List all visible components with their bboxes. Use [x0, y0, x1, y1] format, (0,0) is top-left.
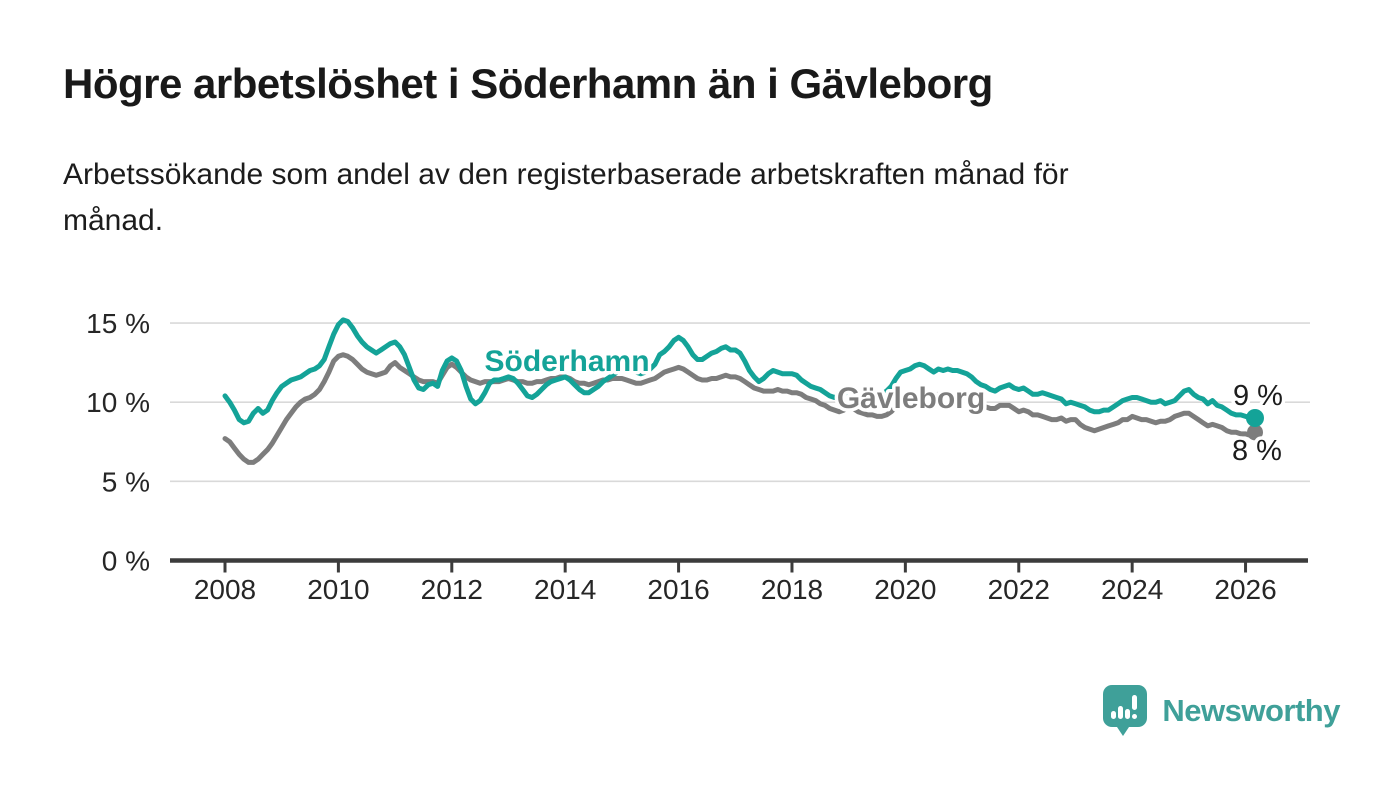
- y-axis-tick-label: 10 %: [86, 387, 150, 418]
- x-axis-tick-label: 2008: [194, 574, 256, 605]
- y-axis-tick-label: 0 %: [102, 546, 150, 577]
- x-axis-tick-label: 2022: [988, 574, 1050, 605]
- x-axis-tick-label: 2026: [1214, 574, 1276, 605]
- series-label-soderhamn: Söderhamn: [484, 345, 649, 378]
- x-axis-tick-label: 2024: [1101, 574, 1163, 605]
- x-axis-tick-label: 2014: [534, 574, 596, 605]
- x-axis-tick-label: 2012: [421, 574, 483, 605]
- newsworthy-logo-text: Newsworthy: [1162, 693, 1340, 728]
- x-axis-tick-label: 2020: [874, 574, 936, 605]
- end-value-label-soderhamn: 9 %: [1233, 380, 1283, 412]
- page-title: Högre arbetslöshet i Söderhamn än i Gävl…: [63, 60, 993, 107]
- page-subtitle: Arbetssökande som andel av den registerb…: [63, 152, 1069, 244]
- gridlines-group: [170, 322, 1310, 483]
- series-end-dot-gavleborg: [1247, 424, 1263, 441]
- series-line-gavleborg: [222, 352, 1258, 465]
- axis-labels-group: 0 % 5 % 10 % 15 % 2008 2010 2012 2014 2016 2018 20…: [86, 308, 1277, 605]
- subtitle-line-1: Arbetssökande som andel av den registerb…: [63, 158, 1069, 191]
- series-label-gavleborg: Gävleborg: [837, 382, 985, 415]
- newsworthy-logo-icon: [1103, 685, 1148, 736]
- x-axis-tick-label: 2010: [307, 574, 369, 605]
- series-end-dot-soderhamn: [1246, 409, 1264, 427]
- subtitle-line-2: månad.: [63, 204, 164, 237]
- x-axis-tick-label: 2018: [761, 574, 823, 605]
- y-axis-tick-label: 5 %: [102, 466, 150, 497]
- x-axis: [170, 558, 1308, 573]
- end-value-label-gavleborg: 8 %: [1232, 435, 1282, 467]
- y-axis-tick-label: 15 %: [86, 308, 150, 339]
- newsworthy-logo: Newsworthy: [1102, 684, 1340, 738]
- series-line-soderhamn: [222, 317, 1258, 426]
- x-axis-tick-label: 2016: [647, 574, 709, 605]
